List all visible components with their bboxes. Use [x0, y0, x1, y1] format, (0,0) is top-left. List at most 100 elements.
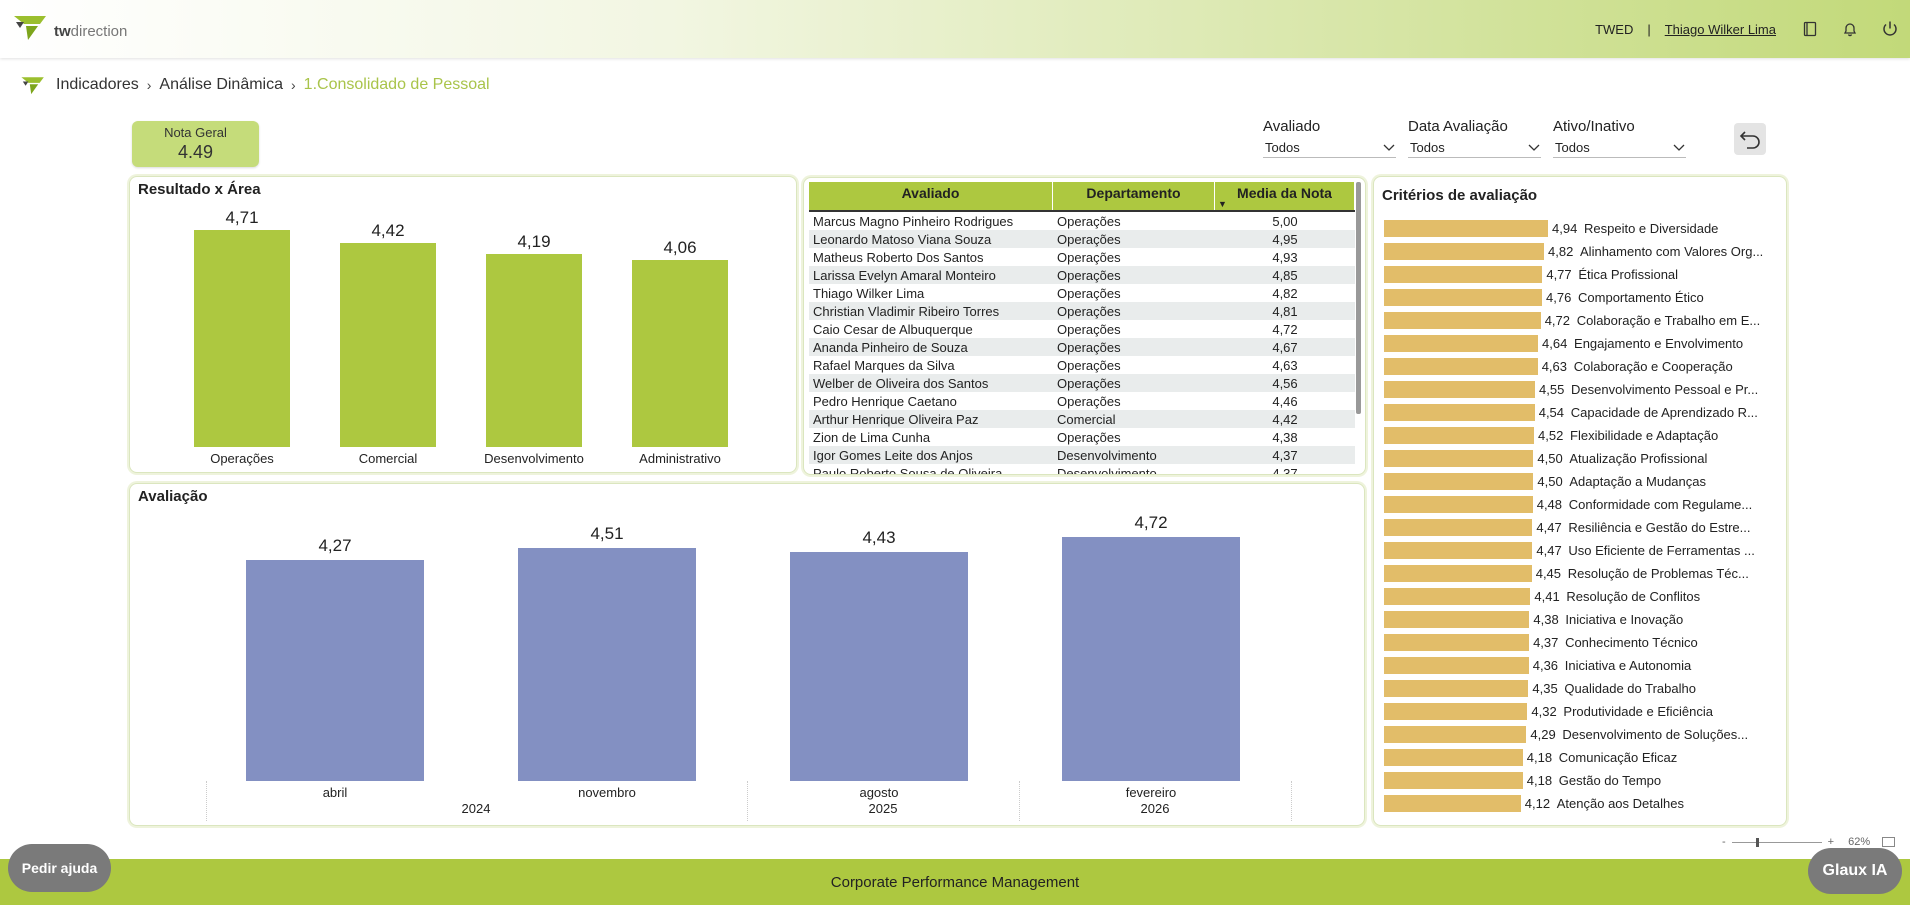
criterios-title: Critérios de avaliação	[1382, 187, 1538, 204]
fit-page-icon[interactable]	[1882, 837, 1896, 847]
table-row[interactable]: Caio Cesar de Albuquerque Operações 4,72	[809, 320, 1355, 338]
criterio-label: Capacidade de Aprendizado R...	[1570, 404, 1758, 420]
breadcrumb-indicadores[interactable]: Indicadores	[56, 76, 139, 93]
criterio-bar	[1384, 403, 1535, 421]
bell-icon[interactable]	[1830, 21, 1870, 37]
table-row[interactable]: Pedro Henrique Caetano Operações 4,46	[809, 392, 1355, 410]
breadcrumb-current: 1.Consolidado de Pessoal	[303, 76, 490, 93]
area-bar[interactable]	[632, 259, 728, 447]
criterio-bar	[1384, 311, 1541, 329]
avaliacao-month-label: agosto	[859, 785, 899, 800]
zoom-slider-thumb[interactable]	[1755, 837, 1759, 847]
table-row[interactable]: Zion de Lima Cunha Operações 4,38	[809, 428, 1355, 446]
resultado-area-panel: Resultado x Área 4,71 Operações 4,42 Comerc…	[129, 176, 797, 473]
table-row[interactable]: Welber de Oliveira dos Santos Operações 4,…	[809, 374, 1355, 392]
back-button[interactable]	[1734, 123, 1766, 155]
table-row[interactable]: Thiago Wilker Lima Operações 4,82	[809, 284, 1355, 302]
criterio-row[interactable]: 4,29 Desenvolvimento de Soluções...	[1384, 725, 1748, 743]
criterio-row[interactable]: 4,50 Atualização Profissional	[1384, 449, 1707, 467]
criterio-row[interactable]: 4,94 Respeito e Diversidade	[1384, 219, 1718, 237]
table-row[interactable]: Igor Gomes Leite dos Anjos Desenvolviment…	[809, 446, 1355, 464]
cell-avaliado: Christian Vladimir Ribeiro Torres	[813, 303, 1000, 319]
criterio-value: 4,37	[1533, 634, 1559, 650]
filter-ativo-inativo-select[interactable]: Todos	[1553, 138, 1686, 158]
filter-data-avaliacao-select[interactable]: Todos	[1408, 138, 1541, 158]
column-header-avaliado[interactable]: Avaliado	[809, 182, 1053, 210]
cell-media-nota: 4,81	[1272, 303, 1298, 319]
column-header-departamento[interactable]: Departamento	[1053, 182, 1215, 210]
criterio-row[interactable]: 4,72 Colaboração e Trabalho em E...	[1384, 311, 1760, 329]
criterio-row[interactable]: 4,18 Comunicação Eficaz	[1384, 748, 1677, 766]
filter-avaliado: Avaliado Todos	[1263, 118, 1398, 158]
zoom-in-button[interactable]: +	[1827, 836, 1835, 848]
criterio-row[interactable]: 4,52 Flexibilidade e Adaptação	[1384, 426, 1718, 444]
criterio-row[interactable]: 4,76 Comportamento Ético	[1384, 288, 1704, 306]
criterio-bar	[1384, 656, 1529, 674]
help-button[interactable]: Pedir ajuda	[8, 844, 111, 892]
criterio-label: Atenção aos Detalhes	[1556, 795, 1684, 811]
criterio-bar	[1384, 265, 1543, 283]
area-bar[interactable]	[194, 230, 290, 447]
table-row[interactable]: Leonardo Matoso Viana Souza Operações 4,95	[809, 230, 1355, 248]
glaux-ia-button[interactable]: Glaux IA	[1808, 848, 1902, 894]
criterio-value: 4,54	[1538, 404, 1565, 420]
criterio-row[interactable]: 4,37 Conhecimento Técnico	[1384, 633, 1698, 651]
criterio-row[interactable]: 4,82 Alinhamento com Valores Org...	[1384, 242, 1763, 260]
user-link[interactable]: Thiago Wilker Lima	[1664, 21, 1776, 37]
book-icon[interactable]	[1790, 21, 1830, 37]
table-row[interactable]: Christian Vladimir Ribeiro Torres Operaçõ…	[809, 302, 1355, 320]
table-row[interactable]: Larissa Evelyn Amaral Monteiro Operações 4…	[809, 266, 1355, 284]
table-scrollbar[interactable]	[1356, 182, 1361, 414]
criterio-row[interactable]: 4,12 Atenção aos Detalhes	[1384, 794, 1684, 812]
table-row[interactable]: Marcus Magno Pinheiro Rodrigues Operações…	[809, 212, 1355, 230]
nota-geral-label: Nota Geral	[164, 125, 227, 140]
criterio-value: 4,77	[1546, 266, 1572, 282]
table-row[interactable]: Matheus Roberto Dos Santos Operações 4,93	[809, 248, 1355, 266]
table-row[interactable]: Rafael Marques da Silva Operações 4,63	[809, 356, 1355, 374]
criterio-row[interactable]: 4,35 Qualidade do Trabalho	[1384, 679, 1696, 697]
cell-departamento: Operações	[1057, 231, 1121, 247]
avaliacao-bar[interactable]	[1062, 537, 1240, 781]
criterio-row[interactable]: 4,77 Ética Profissional	[1384, 265, 1678, 283]
criterio-row[interactable]: 4,18 Gestão do Tempo	[1384, 771, 1661, 789]
avaliacao-bar[interactable]	[790, 551, 968, 781]
criterio-row[interactable]: 4,63 Colaboração e Cooperação	[1384, 357, 1733, 375]
criterio-value: 4,50	[1537, 473, 1563, 489]
table-row[interactable]: Arthur Henrique Oliveira Paz Comercial 4,4…	[809, 410, 1355, 428]
criterio-row[interactable]: 4,55 Desenvolvimento Pessoal e Pr...	[1384, 380, 1758, 398]
area-bar[interactable]	[340, 243, 436, 447]
avaliacao-title: Avaliação	[138, 488, 208, 505]
criterio-row[interactable]: 4,47 Resiliência e Gestão do Estre...	[1384, 518, 1750, 536]
cell-media-nota: 4,42	[1272, 411, 1298, 427]
separator: |	[1647, 21, 1651, 37]
filter-avaliado-select[interactable]: Todos	[1263, 138, 1396, 158]
criterio-row[interactable]: 4,50 Adaptação a Mudanças	[1384, 472, 1706, 490]
axis-group-divider	[1019, 781, 1020, 821]
criterio-row[interactable]: 4,64 Engajamento e Envolvimento	[1384, 334, 1743, 352]
zoom-out-button[interactable]: -	[1722, 836, 1726, 848]
area-bar[interactable]	[486, 253, 582, 447]
zoom-slider[interactable]	[1731, 837, 1822, 847]
breadcrumb-analise-dinamica[interactable]: Análise Dinâmica	[159, 76, 283, 93]
chevron-down-icon	[1383, 144, 1395, 151]
criterio-label: Adaptação a Mudanças	[1569, 473, 1706, 489]
footer-title: Corporate Performance Management	[830, 873, 1080, 891]
criterio-row[interactable]: 4,47 Uso Eficiente de Ferramentas ...	[1384, 541, 1755, 559]
criterio-row[interactable]: 4,32 Produtividade e Eficiência	[1384, 702, 1713, 720]
criterio-row[interactable]: 4,54 Capacidade de Aprendizado R...	[1384, 403, 1758, 421]
column-header-media-nota[interactable]: Media da Nota ▼	[1215, 182, 1355, 210]
table-row[interactable]: Paulo Roberto Sousa de Oliveira Desenvolv…	[809, 464, 1355, 475]
criterio-label: Resolução de Conflitos	[1566, 588, 1701, 604]
criterio-row[interactable]: 4,36 Iniciativa e Autonomia	[1384, 656, 1691, 674]
filter-ativo-inativo-label: Ativo/Inativo	[1553, 118, 1635, 135]
power-icon[interactable]	[1870, 20, 1910, 38]
table-row[interactable]: Ananda Pinheiro de Souza Operações 4,67	[809, 338, 1355, 356]
criterio-row[interactable]: 4,48 Conformidade com Regulame...	[1384, 495, 1752, 513]
avaliacao-bar[interactable]	[518, 547, 696, 781]
criterio-bar	[1384, 679, 1529, 697]
criterio-row[interactable]: 4,38 Iniciativa e Inovação	[1384, 610, 1683, 628]
avaliacao-bar[interactable]	[246, 560, 424, 781]
criterio-row[interactable]: 4,41 Resolução de Conflitos	[1384, 587, 1700, 605]
logo[interactable]: twdirection	[12, 12, 127, 42]
criterio-row[interactable]: 4,45 Resolução de Problemas Téc...	[1384, 564, 1749, 582]
